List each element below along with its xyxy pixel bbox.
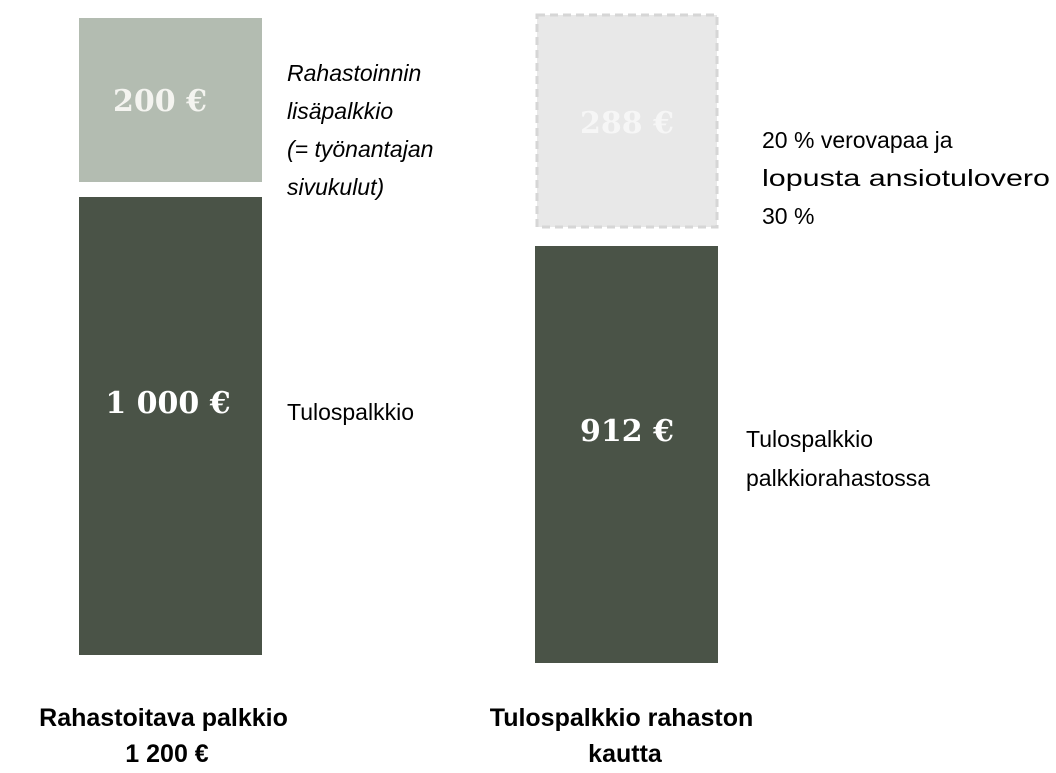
note-line: lopusta ansiotulovero (762, 165, 1050, 191)
amount: 288 € (580, 106, 674, 141)
note-line: Rahastoinnin (287, 60, 421, 86)
note: 20 % verovapaa ja 30 % (762, 127, 959, 229)
note-line: lisäpalkkio (287, 98, 393, 124)
label-line: 1 200 € (125, 740, 209, 768)
note-line: sivukulut) (287, 174, 384, 200)
bottom-block (535, 246, 718, 663)
note: Rahastoinnin lisäpalkkio (= työnantajan … (287, 60, 440, 200)
label-line: Tulospalkkio rahaston (490, 704, 753, 732)
top-block (535, 13, 719, 229)
amount: 1 000 € (105, 386, 230, 421)
note-line: Tulospalkkio (287, 399, 414, 425)
amount: 912 € (580, 414, 674, 449)
note: Tulospalkkio (287, 399, 414, 425)
note-line: Tulospalkkio (746, 426, 873, 452)
column-label: Tulospalkkio rahaston kautta (490, 704, 760, 768)
note-line: 20 % verovapaa ja (762, 127, 953, 153)
note-line: palkkiorahastossa (746, 465, 930, 491)
note: Tulospalkkio palkkiorahastossa (746, 426, 930, 491)
label-line: kautta (588, 740, 663, 768)
bottom-block (79, 197, 262, 655)
label-line: Rahastoitava palkkio (39, 704, 288, 732)
note-line: 30 % (762, 203, 814, 229)
column-label: Rahastoitava palkkio 1 200 € (39, 704, 295, 768)
note-line: (= työnantajan (287, 136, 433, 162)
top-block (79, 18, 262, 182)
amount: 200 € (113, 84, 207, 119)
